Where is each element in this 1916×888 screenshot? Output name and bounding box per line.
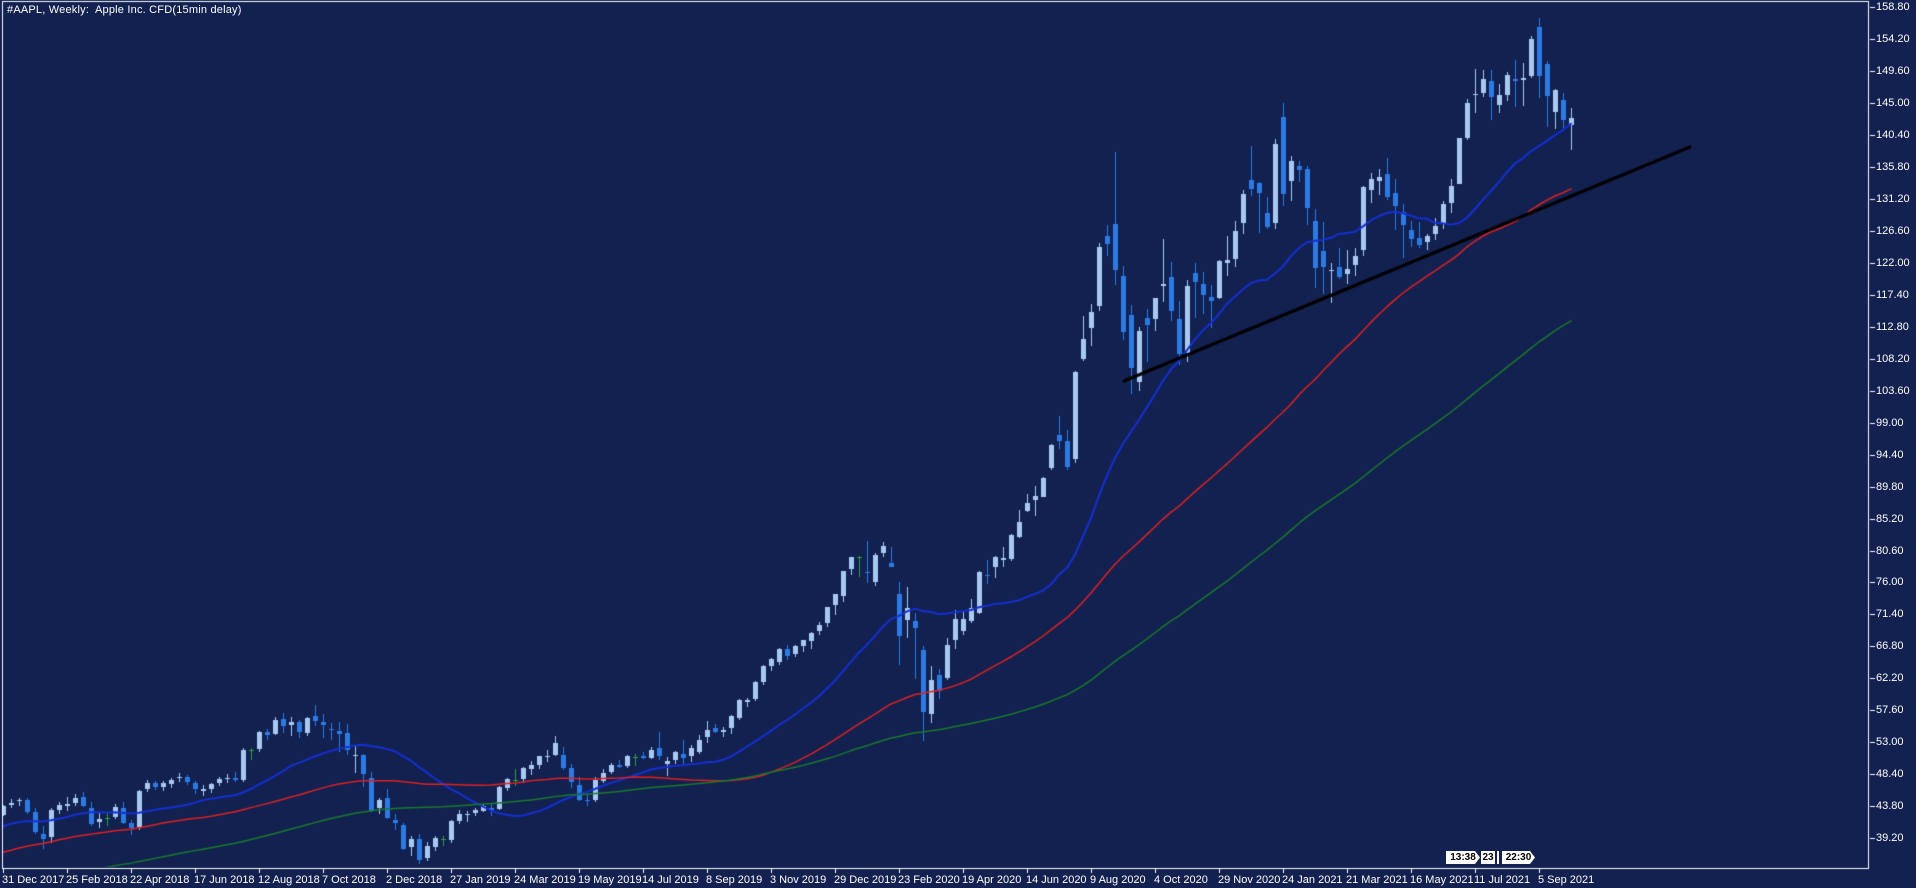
price-axis-label: 108.20 xyxy=(1876,353,1910,365)
price-axis-label: 76.00 xyxy=(1876,576,1904,588)
time-axis-label: 11 Jul 2021 xyxy=(1474,874,1531,886)
time-axis-label: 4 Oct 2020 xyxy=(1154,874,1208,886)
badge-separator xyxy=(1497,851,1499,864)
price-axis-label: 80.60 xyxy=(1876,545,1904,557)
price-axis-label: 66.80 xyxy=(1876,640,1904,652)
time-axis-label: 9 Aug 2020 xyxy=(1090,874,1146,886)
price-axis-label: 131.20 xyxy=(1876,193,1910,205)
price-axis-label: 94.40 xyxy=(1876,449,1904,461)
time-axis-label: 31 Dec 2017 xyxy=(2,874,65,886)
time-axis-label: 14 Jul 2019 xyxy=(642,874,699,886)
time-axis-label: 23 Feb 2020 xyxy=(898,874,960,886)
price-axis-label: 112.80 xyxy=(1876,321,1909,333)
price-axis-label: 126.60 xyxy=(1876,225,1910,237)
time-flag-badge[interactable]: 23 xyxy=(1481,851,1495,864)
time-axis-label: 16 May 2021 xyxy=(1410,874,1474,886)
price-axis-label: 154.20 xyxy=(1876,33,1910,45)
time-axis-label: 29 Nov 2020 xyxy=(1218,874,1281,886)
time-axis-label: 5 Sep 2021 xyxy=(1538,874,1595,886)
price-axis-label: 103.60 xyxy=(1876,385,1910,397)
price-axis-label: 53.00 xyxy=(1876,736,1904,748)
price-axis-label: 71.40 xyxy=(1876,608,1904,620)
price-axis-label: 57.60 xyxy=(1876,704,1904,716)
price-axis-label: 122.00 xyxy=(1876,257,1910,269)
price-axis-label: 149.60 xyxy=(1876,65,1910,77)
price-axis-label: 99.00 xyxy=(1876,417,1904,429)
price-axis-label: 140.40 xyxy=(1876,129,1910,141)
price-axis-label: 39.20 xyxy=(1876,832,1904,844)
time-axis-label: 2 Dec 2018 xyxy=(386,874,443,886)
time-axis-label: 19 Apr 2020 xyxy=(962,874,1022,886)
time-axis-label: 22 Apr 2018 xyxy=(130,874,190,886)
price-axis-label: 62.20 xyxy=(1876,672,1904,684)
price-axis-label: 48.40 xyxy=(1876,768,1904,780)
time-axis-label: 14 Jun 2020 xyxy=(1026,874,1087,886)
time-axis-label: 24 Mar 2019 xyxy=(514,874,576,886)
time-axis-label: 19 May 2019 xyxy=(578,874,642,886)
price-axis-label: 43.80 xyxy=(1876,800,1904,812)
time-axis-label: 8 Sep 2019 xyxy=(706,874,763,886)
price-axis-label: 85.20 xyxy=(1876,513,1904,525)
time-flag-badge[interactable]: 13:38 xyxy=(1446,851,1480,864)
price-axis-label: 145.00 xyxy=(1876,97,1910,109)
time-axis-label: 29 Dec 2019 xyxy=(834,874,897,886)
time-axis-label: 12 Aug 2018 xyxy=(258,874,320,886)
price-axis-label: 89.80 xyxy=(1876,481,1904,493)
time-flag-badge[interactable]: 22:30 xyxy=(1502,851,1535,864)
time-axis-label: 3 Nov 2019 xyxy=(770,874,827,886)
time-axis-label: 27 Jan 2019 xyxy=(450,874,511,886)
time-axis-label: 25 Feb 2018 xyxy=(66,874,128,886)
time-axis-label: 21 Mar 2021 xyxy=(1346,874,1408,886)
time-axis-label: 7 Oct 2018 xyxy=(322,874,376,886)
price-axis-label: 158.80 xyxy=(1876,1,1910,13)
chart-symbol-title: #AAPL, Weekly: Apple Inc. CFD(15min dela… xyxy=(7,4,242,16)
price-axis-label: 117.40 xyxy=(1876,289,1909,301)
price-axis-label: 135.80 xyxy=(1876,161,1910,173)
time-axis-label: 17 Jun 2018 xyxy=(194,874,255,886)
time-axis-label: 24 Jan 2021 xyxy=(1282,874,1343,886)
